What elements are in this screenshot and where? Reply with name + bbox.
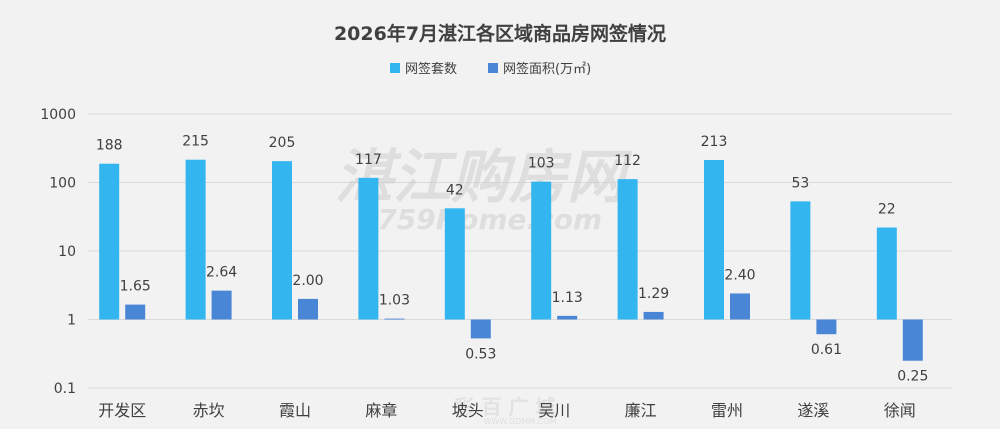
- data-label-units: 213: [701, 134, 728, 150]
- data-label-area: 1.65: [120, 279, 151, 295]
- x-tick-label: 雷州: [711, 401, 743, 420]
- watermark-site-name: 湛江购房网: [335, 143, 633, 211]
- x-tick-label: 赤坎: [193, 401, 225, 420]
- data-label-units: 215: [182, 134, 209, 150]
- data-label-units: 53: [791, 175, 809, 191]
- data-label-units: 117: [355, 152, 382, 168]
- x-tick-label: 吴川: [538, 401, 570, 420]
- bar-area: [816, 319, 837, 335]
- legend-label-units: 网签套数: [405, 61, 457, 77]
- y-tick-label: 10: [58, 244, 76, 260]
- watermark: 湛江购房网 0759Home.com 彩 百 广 城 WWW.GDMM.COM: [335, 143, 633, 426]
- x-tick-label: 麻章: [365, 401, 397, 420]
- y-tick-label: 100: [49, 176, 76, 192]
- x-tick-label: 徐闻: [884, 401, 916, 420]
- x-axis: 开发区 赤坎 霞山 麻章 坡头 吴川 廉江 雷州 遂溪 徐闻: [98, 401, 916, 420]
- bar-units: [704, 160, 724, 320]
- watermark-logo-url: WWW.GDMM.COM: [484, 417, 557, 426]
- x-tick-label: 开发区: [98, 401, 146, 420]
- bar-area: [470, 319, 491, 339]
- bar-area: [643, 311, 664, 320]
- x-tick-label: 廉江: [625, 401, 657, 420]
- bar-units: [876, 227, 897, 320]
- watermark-logo-text: 彩 百 广 城: [454, 395, 556, 419]
- data-label-area: 0.53: [465, 346, 496, 362]
- data-label-units: 112: [614, 153, 641, 169]
- watermark-site-url: 0759Home.com: [358, 203, 602, 236]
- legend-label-area: 网签面积(万㎡): [503, 61, 591, 77]
- data-label-area: 1.13: [552, 290, 583, 306]
- bar-units: [617, 179, 638, 320]
- bar-units: [790, 201, 811, 320]
- data-label-area: 0.25: [897, 369, 928, 385]
- data-label-units: 103: [528, 156, 555, 172]
- bar-units: [272, 161, 292, 320]
- data-label-units: 205: [269, 135, 296, 151]
- x-tick-label: 坡头: [452, 401, 484, 420]
- bar-area: [384, 318, 405, 320]
- bar-area: [730, 293, 750, 320]
- bar-units: [185, 159, 206, 320]
- data-label-units: 42: [446, 182, 464, 198]
- bar-area: [557, 315, 578, 320]
- bar-units: [358, 177, 379, 320]
- legend-swatch-area: [488, 63, 498, 73]
- bar-area: [902, 319, 923, 361]
- bar-area: [211, 290, 232, 320]
- data-label-units: 188: [96, 138, 123, 154]
- bar-area: [125, 304, 146, 320]
- data-label-area: 2.00: [292, 273, 323, 289]
- y-tick-label: 0.1: [54, 381, 76, 397]
- data-label-area: 1.03: [379, 293, 410, 309]
- y-axis: 1000 100 10 1 0.1: [40, 107, 76, 397]
- bar-units: [531, 181, 552, 320]
- data-label-area: 2.64: [206, 265, 237, 281]
- data-label-area: 1.29: [638, 286, 669, 302]
- bar-units: [99, 163, 120, 320]
- data-label-area: 2.40: [724, 267, 755, 283]
- legend: 网签套数 网签面积(万㎡): [390, 61, 591, 77]
- bar-units: [444, 208, 465, 320]
- x-tick-label: 遂溪: [797, 401, 829, 420]
- bar-area: [298, 298, 318, 320]
- data-labels: 188 1.65 215 2.64 205 2.00 117 1.03 42 0.53 103 1.1…: [96, 134, 929, 385]
- bars: [99, 159, 923, 361]
- legend-swatch-units: [390, 63, 400, 73]
- data-label-area: 0.61: [811, 342, 842, 358]
- x-tick-label: 霞山: [279, 401, 311, 420]
- y-tick-label: 1: [67, 313, 76, 329]
- y-tick-label: 1000: [40, 107, 76, 123]
- data-label-units: 22: [878, 202, 896, 218]
- chart-title: 2026年7月湛江各区域商品房网签情况: [334, 22, 666, 45]
